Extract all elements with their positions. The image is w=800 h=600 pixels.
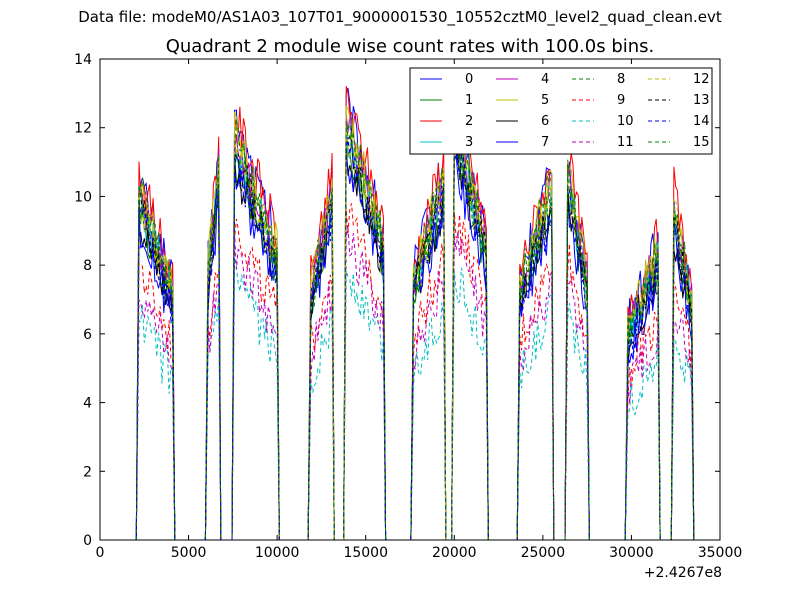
y-tick-label: 10	[74, 189, 92, 205]
y-tick-label: 6	[83, 327, 92, 343]
legend-label: 2	[465, 114, 473, 129]
y-tick-label: 14	[74, 52, 92, 68]
legend-label: 12	[693, 72, 710, 87]
legend-label: 8	[617, 72, 625, 87]
axes-frame	[99, 58, 721, 541]
legend-label: 14	[693, 114, 710, 129]
x-tick-label: 5000	[171, 545, 207, 561]
y-tick-label: 0	[83, 533, 92, 549]
legend-label: 3	[465, 135, 473, 150]
x-tick-label: 20000	[432, 545, 477, 561]
series-line-15	[135, 108, 695, 541]
series-line-11	[135, 227, 695, 541]
y-tick-label: 2	[83, 464, 92, 480]
legend-label: 15	[693, 135, 710, 150]
legend-label: 11	[617, 135, 634, 150]
x-tick-label: 35000	[698, 545, 743, 561]
y-tick-label: 8	[83, 258, 92, 274]
legend-label: 5	[541, 93, 549, 108]
legend-label: 1	[465, 93, 473, 108]
x-tick-label: 25000	[521, 545, 566, 561]
legend-label: 4	[541, 72, 549, 87]
series-line-9	[135, 203, 695, 541]
x-tick-label: 0	[96, 545, 105, 561]
legend-frame	[409, 67, 713, 155]
legend-label: 10	[617, 114, 634, 129]
series-line-14	[135, 136, 695, 541]
x-tick-label: 15000	[343, 545, 388, 561]
x-tick-label: 10000	[255, 545, 300, 561]
legend-label: 6	[541, 114, 549, 129]
legend-label: 0	[465, 72, 473, 87]
x-tick-label: 30000	[609, 545, 654, 561]
y-tick-label: 4	[83, 396, 92, 412]
figure-suptitle: Data file: modeM0/AS1A03_107T01_90000015…	[78, 8, 722, 26]
x-offset-text: +2.4267e8	[644, 565, 722, 581]
series-layer	[135, 86, 695, 541]
legend-label: 9	[617, 93, 625, 108]
chart-title: Quadrant 2 module wise count rates with …	[165, 36, 655, 57]
y-tick-label: 12	[74, 121, 92, 137]
series-line-10	[135, 258, 695, 541]
tick-layer: 0 5000 10000 15000 20000 25000 30000 35000 0 2 4 6 8…	[74, 52, 742, 561]
legend-label: 13	[693, 93, 710, 108]
series-line-6	[135, 146, 695, 541]
legend-label: 7	[541, 135, 549, 150]
